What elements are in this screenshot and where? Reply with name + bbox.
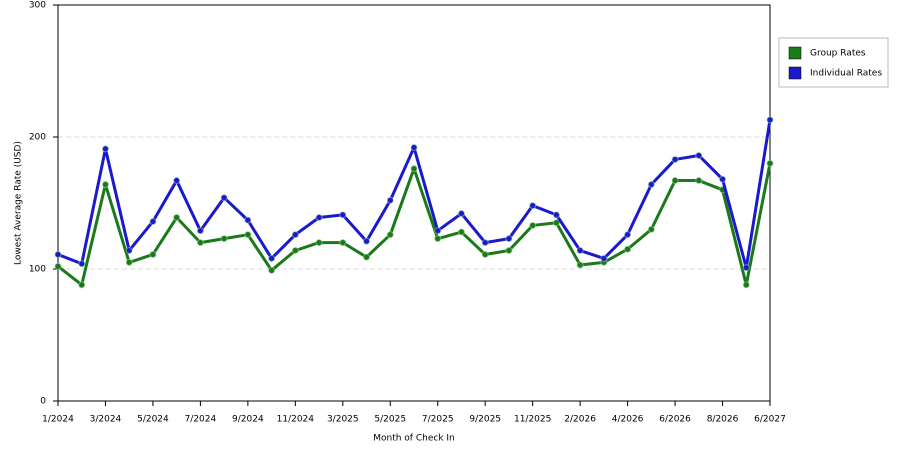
x-tick-label: 7/2025 xyxy=(422,415,454,425)
data-point xyxy=(244,231,252,239)
data-point xyxy=(434,227,442,235)
data-point xyxy=(719,175,727,183)
data-point xyxy=(742,264,750,272)
x-tick-label: 9/2025 xyxy=(469,415,501,425)
y-tick-label: 100 xyxy=(29,265,46,275)
data-point xyxy=(363,237,371,245)
data-point xyxy=(457,210,465,218)
data-point xyxy=(291,231,299,239)
data-point xyxy=(149,250,157,258)
x-axis-title: Month of Check In xyxy=(373,434,455,444)
data-point xyxy=(54,262,62,270)
data-point xyxy=(434,235,442,243)
data-point xyxy=(339,211,347,219)
data-point xyxy=(220,235,228,243)
data-point xyxy=(54,250,62,258)
data-point xyxy=(78,260,86,268)
data-point xyxy=(220,194,228,202)
legend-label: Individual Rates xyxy=(810,69,882,79)
y-tick-label: 200 xyxy=(29,133,46,143)
x-tick-label: 8/2026 xyxy=(707,415,739,425)
x-tick-label: 6/2026 xyxy=(659,415,691,425)
x-tick-label: 5/2024 xyxy=(137,415,169,425)
x-tick-label: 3/2024 xyxy=(90,415,122,425)
data-point xyxy=(600,254,608,262)
data-point xyxy=(101,181,109,189)
x-tick-label: 6/2027 xyxy=(754,415,786,425)
data-point xyxy=(173,214,181,222)
data-point xyxy=(552,219,560,227)
x-tick-label: 3/2025 xyxy=(327,415,359,425)
data-point xyxy=(647,181,655,189)
data-point xyxy=(647,225,655,233)
data-point xyxy=(410,165,418,173)
data-point xyxy=(196,239,204,247)
data-point xyxy=(671,177,679,185)
data-point xyxy=(671,155,679,163)
data-point xyxy=(268,266,276,274)
data-point xyxy=(624,231,632,239)
data-point xyxy=(149,217,157,225)
data-point xyxy=(196,227,204,235)
data-point xyxy=(576,247,584,255)
data-point xyxy=(268,254,276,262)
data-point xyxy=(576,261,584,269)
x-tick-label: 2/2026 xyxy=(564,415,596,425)
data-point xyxy=(339,239,347,247)
data-point xyxy=(481,239,489,247)
data-point xyxy=(505,235,513,243)
data-point xyxy=(291,247,299,255)
data-point xyxy=(457,228,465,236)
y-tick-label: 300 xyxy=(29,1,46,11)
legend-swatch xyxy=(788,66,802,80)
data-point xyxy=(766,116,774,124)
data-point xyxy=(529,221,537,229)
x-tick-label: 4/2026 xyxy=(612,415,644,425)
data-point xyxy=(315,214,323,222)
data-point xyxy=(505,247,513,255)
data-point xyxy=(125,247,133,255)
x-tick-label: 7/2024 xyxy=(185,415,217,425)
x-tick-label: 1/2024 xyxy=(42,415,74,425)
x-tick-label: 11/2024 xyxy=(277,415,315,425)
data-point xyxy=(410,144,418,152)
data-point xyxy=(101,145,109,153)
data-point xyxy=(386,196,394,204)
data-point xyxy=(78,281,86,289)
data-point xyxy=(695,151,703,159)
data-point xyxy=(481,250,489,258)
data-point xyxy=(386,231,394,239)
data-point xyxy=(315,239,323,247)
data-point xyxy=(125,258,133,266)
data-point xyxy=(363,253,371,261)
plot-frame xyxy=(57,4,771,402)
data-point xyxy=(624,245,632,253)
data-point xyxy=(529,202,537,210)
x-tick-label: 11/2025 xyxy=(514,415,551,425)
data-point xyxy=(695,177,703,185)
legend xyxy=(778,37,889,88)
legend-label: Group Rates xyxy=(810,49,866,59)
data-point xyxy=(173,177,181,185)
data-point xyxy=(552,211,560,219)
data-point xyxy=(766,159,774,167)
y-axis-title: Lowest Average Rate (USD) xyxy=(14,141,24,265)
x-tick-label: 9/2024 xyxy=(232,415,264,425)
data-point xyxy=(244,216,252,224)
y-tick-label: 0 xyxy=(40,397,46,407)
legend-swatch xyxy=(788,46,802,60)
data-point xyxy=(742,281,750,289)
x-tick-label: 5/2025 xyxy=(374,415,406,425)
